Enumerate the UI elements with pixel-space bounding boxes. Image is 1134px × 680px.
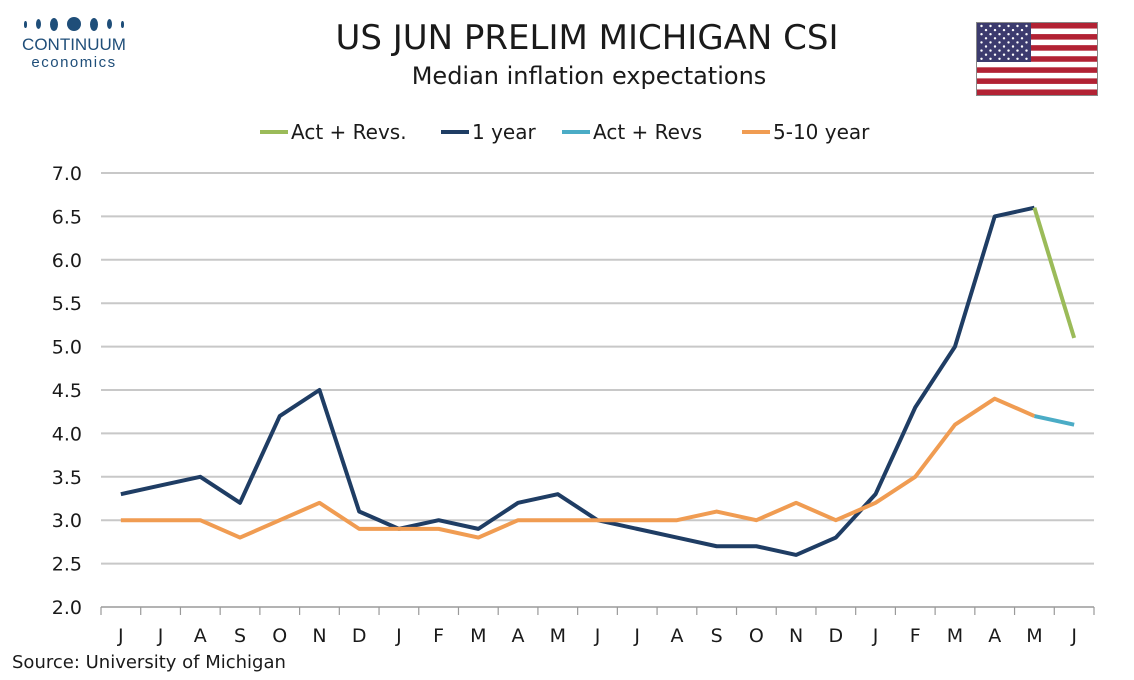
y-tick-label: 5.0 [52, 337, 82, 359]
y-tick-label: 2.5 [52, 554, 82, 576]
x-tick-label: N [789, 625, 803, 647]
x-tick-label: J [633, 625, 640, 647]
x-tick-label: M [1026, 625, 1042, 647]
x-tick-label: J [395, 625, 402, 647]
us-flag-graphic [977, 23, 1097, 95]
y-tick-label: 3.0 [52, 510, 82, 532]
legend-label: 1 year [472, 120, 536, 144]
x-tick-label: J [157, 625, 164, 647]
legend: Act + Revs. 1 year Act + Revs 5-10 year [260, 120, 870, 144]
chart-title: US JUN PRELIM MICHIGAN CSI [335, 18, 839, 58]
x-axis [100, 607, 1095, 615]
continuum-logo: CONTINUUM economics [14, 14, 134, 71]
y-tick-label: 4.5 [52, 380, 82, 402]
series-line-act-revs [1032, 207, 1077, 339]
legend-label: 5-10 year [773, 120, 870, 144]
legend-label: Act + Revs. [291, 120, 407, 144]
series-line-act-revs [1033, 414, 1075, 427]
x-tick-label: J [872, 625, 879, 647]
x-tick-label: D [352, 625, 367, 647]
y-tick-label: 7.0 [52, 163, 82, 185]
x-tick-label: M [470, 625, 486, 647]
x-tick-label: J [594, 625, 601, 647]
x-tick-label: A [670, 625, 683, 647]
gridlines [101, 172, 1094, 608]
chart-subtitle: Median inflation expectations [411, 62, 767, 90]
x-tick-label: M [550, 625, 566, 647]
legend-label: Act + Revs [593, 120, 702, 144]
y-tick-label: 2.0 [52, 597, 82, 619]
series-lines [120, 205, 1077, 557]
x-tick-label: O [749, 625, 764, 647]
x-tick-label: F [910, 625, 921, 647]
x-tick-label: J [117, 625, 124, 647]
series-line-5-10-year [120, 396, 1036, 540]
logo-name: CONTINUUM [22, 35, 126, 54]
y-axis: 2.0 2.5 3.0 3.5 4.0 4.5 5.0 5.5 6.0 6.5 7.0 [52, 163, 82, 619]
x-tick-label: A [512, 625, 525, 647]
x-tick-label: M [947, 625, 963, 647]
y-tick-label: 3.5 [52, 467, 82, 489]
series-line-1-year [120, 205, 1035, 557]
logo-dots-icon [14, 14, 134, 34]
y-tick-label: 5.5 [52, 293, 82, 315]
logo-subtitle: economics [31, 54, 117, 71]
x-tick-label: O [272, 625, 287, 647]
x-tick-label: N [312, 625, 326, 647]
x-tick-label: D [828, 625, 843, 647]
x-tick-label: F [433, 625, 444, 647]
x-tick-label: S [234, 625, 246, 647]
x-tick-label: A [194, 625, 207, 647]
us-flag-icon [976, 22, 1098, 96]
y-tick-label: 6.5 [52, 206, 82, 228]
x-tick-label: S [711, 625, 723, 647]
y-tick-label: 4.0 [52, 423, 82, 445]
x-tick-label: J [1070, 625, 1077, 647]
source-note: Source: University of Michigan [12, 652, 286, 673]
y-tick-label: 6.0 [52, 250, 82, 272]
x-tick-label: A [988, 625, 1001, 647]
